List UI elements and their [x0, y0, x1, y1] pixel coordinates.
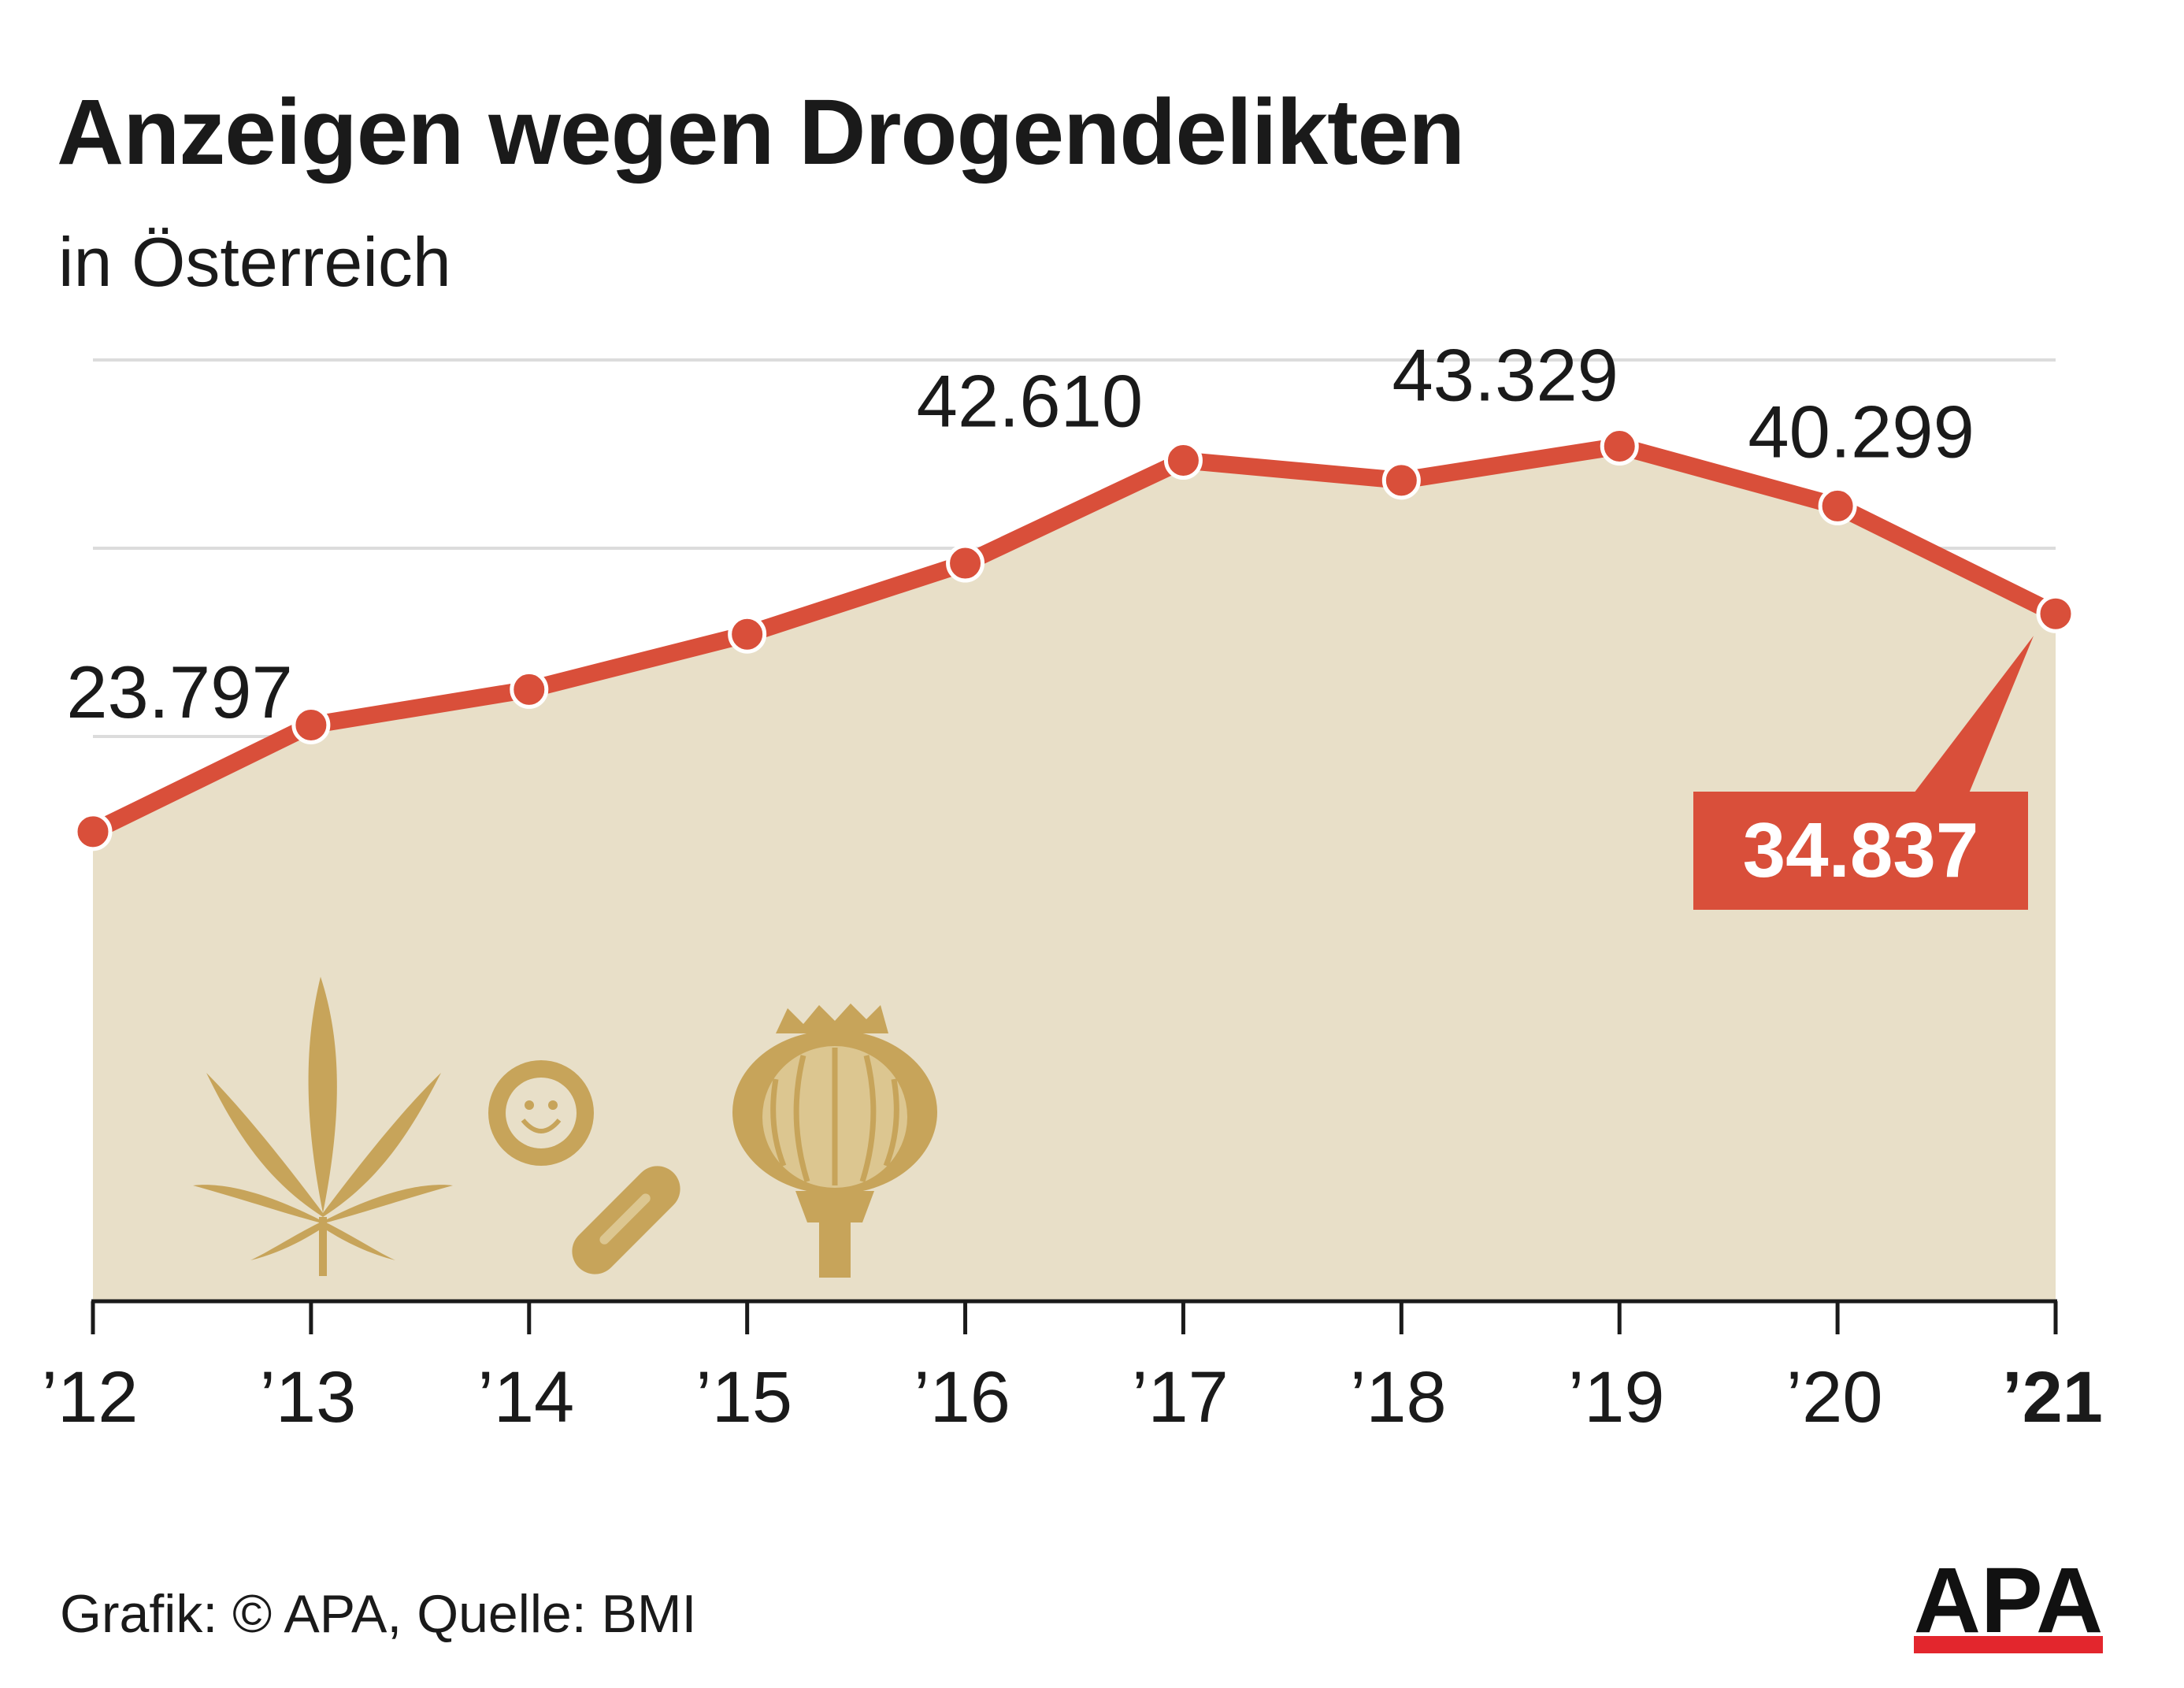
- x-tick-label: ’14: [477, 1357, 574, 1438]
- data-point: [73, 812, 113, 851]
- x-tick-label: ’21: [2002, 1357, 2103, 1438]
- x-tick-label: ’17: [1132, 1357, 1229, 1438]
- data-point: [510, 670, 549, 709]
- x-tick-label: ’15: [695, 1357, 792, 1438]
- data-label: 40.299: [1748, 390, 1974, 473]
- data-point: [1163, 441, 1203, 480]
- drug-icons: [193, 977, 937, 1278]
- data-label: 43.329: [1392, 334, 1619, 417]
- ecstasy-pill-icon: [488, 1060, 594, 1166]
- data-label: 42.610: [917, 360, 1144, 443]
- x-tick-label: ’12: [42, 1357, 139, 1438]
- x-tick-label: ’19: [1568, 1357, 1665, 1438]
- callout-value: 34.837: [1743, 807, 1979, 893]
- data-point: [1600, 427, 1639, 466]
- callout-pointer: [1914, 636, 2034, 793]
- data-point: [1818, 486, 1857, 525]
- data-label: 23.797: [66, 651, 293, 733]
- poppy-pod-icon: [732, 1004, 937, 1278]
- x-tick-label: ’16: [914, 1357, 1010, 1438]
- callout-box: [1693, 792, 2028, 910]
- capsule-icon: [572, 1166, 680, 1274]
- data-labels: 23.797 42.610 43.329 40.299: [66, 334, 1974, 733]
- x-axis-ticks: ’12 ’13 ’14 ’15 ’16 ’17 ’18 ’19 ’20 ’21: [42, 1301, 2103, 1438]
- apa-logo: APA: [1914, 1549, 2103, 1653]
- source-note: Grafik: © APA, Quelle: BMI: [60, 1584, 697, 1644]
- x-tick-label: ’20: [1786, 1357, 1883, 1438]
- apa-logo-bar: [1914, 1636, 2103, 1653]
- area-chart: ’12 ’13 ’14 ’15 ’16 ’17 ’18 ’19 ’20 ’21 23.797 42.…: [42, 334, 2103, 1438]
- apa-logo-text: APA: [1914, 1549, 2103, 1653]
- highlight-callout: 34.837: [1693, 636, 2034, 910]
- data-point: [1381, 461, 1421, 500]
- data-point: [2036, 594, 2075, 633]
- x-tick-label: ’18: [1350, 1357, 1447, 1438]
- chart-subtitle: in Österreich: [58, 223, 451, 301]
- x-tick-label: ’13: [259, 1357, 356, 1438]
- data-point: [946, 543, 985, 583]
- data-point: [728, 614, 767, 654]
- series-line: [84, 437, 2064, 840]
- chart-title: Anzeigen wegen Drogendelikten: [57, 80, 1465, 184]
- cannabis-leaf-icon: [193, 977, 453, 1276]
- data-point: [291, 705, 331, 744]
- data-points: [73, 427, 2075, 851]
